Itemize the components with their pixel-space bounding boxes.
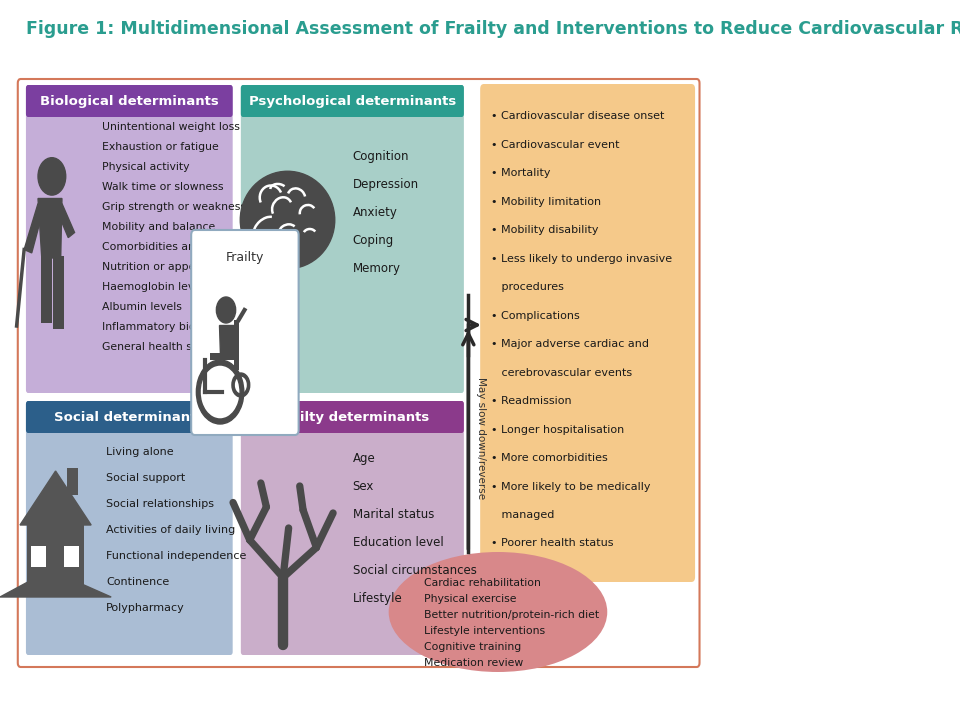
Text: • Mobility limitation: • Mobility limitation: [492, 197, 601, 207]
FancyBboxPatch shape: [64, 546, 79, 567]
Text: • Longer hospitalisation: • Longer hospitalisation: [492, 425, 625, 434]
FancyBboxPatch shape: [27, 525, 84, 597]
Text: General health status: General health status: [103, 342, 220, 352]
Text: procedures: procedures: [492, 282, 564, 292]
Text: • More comorbidities: • More comorbidities: [492, 453, 608, 463]
Text: Walk time or slowness: Walk time or slowness: [103, 182, 224, 192]
Text: Social determinants: Social determinants: [54, 410, 204, 423]
Text: • Complications: • Complications: [492, 310, 580, 320]
Text: • Major adverse cardiac and: • Major adverse cardiac and: [492, 339, 649, 349]
Text: Continence: Continence: [106, 577, 169, 587]
Text: Comorbidities and deficits: Comorbidities and deficits: [103, 242, 245, 252]
Text: • Mobility disability: • Mobility disability: [492, 225, 599, 235]
FancyBboxPatch shape: [26, 85, 232, 393]
FancyBboxPatch shape: [209, 353, 235, 360]
Text: Social circumstances: Social circumstances: [352, 564, 476, 577]
FancyBboxPatch shape: [40, 255, 52, 323]
Text: Social support: Social support: [106, 473, 185, 483]
FancyBboxPatch shape: [26, 401, 232, 433]
Text: Frailty: Frailty: [226, 251, 264, 264]
Text: Marital status: Marital status: [352, 508, 434, 521]
Text: Sex: Sex: [352, 480, 374, 493]
Text: Physical exercise: Physical exercise: [424, 594, 516, 604]
Text: Cardiac rehabilitation: Cardiac rehabilitation: [424, 578, 540, 588]
Text: Psychological determinants: Psychological determinants: [249, 94, 456, 107]
Text: Coping: Coping: [352, 234, 394, 247]
Polygon shape: [0, 570, 111, 597]
FancyBboxPatch shape: [26, 401, 232, 655]
Polygon shape: [57, 204, 75, 238]
Text: Activities of daily living: Activities of daily living: [106, 525, 235, 535]
Text: cerebrovascular events: cerebrovascular events: [492, 367, 633, 377]
Text: Cognition: Cognition: [352, 150, 409, 163]
FancyBboxPatch shape: [241, 85, 464, 393]
Polygon shape: [219, 325, 235, 355]
Text: Education level: Education level: [352, 536, 444, 549]
FancyBboxPatch shape: [53, 256, 64, 330]
FancyBboxPatch shape: [243, 101, 462, 114]
Text: Better nutrition/protein-rich diet: Better nutrition/protein-rich diet: [424, 610, 599, 620]
FancyBboxPatch shape: [31, 546, 45, 567]
Text: • More likely to be medically: • More likely to be medically: [492, 482, 651, 492]
Text: • Mortality: • Mortality: [492, 168, 551, 178]
Text: • Less likely to undergo invasive: • Less likely to undergo invasive: [492, 253, 672, 264]
FancyBboxPatch shape: [234, 320, 239, 370]
Text: Anxiety: Anxiety: [352, 206, 397, 219]
Text: managed: managed: [492, 510, 555, 520]
Text: Lifestyle: Lifestyle: [352, 592, 402, 605]
Text: May slow down/reverse: May slow down/reverse: [476, 377, 486, 500]
Text: • Cardiovascular event: • Cardiovascular event: [492, 140, 620, 150]
FancyBboxPatch shape: [18, 79, 700, 667]
Text: Lifestyle interventions: Lifestyle interventions: [424, 626, 545, 636]
Text: Physical activity: Physical activity: [103, 162, 190, 172]
Polygon shape: [20, 471, 91, 525]
Text: • Cardiovascular disease onset: • Cardiovascular disease onset: [492, 111, 664, 121]
Text: • Readmission: • Readmission: [492, 396, 572, 406]
Text: • Poorer health status: • Poorer health status: [492, 539, 613, 549]
Text: Functional independence: Functional independence: [106, 551, 247, 561]
Text: Exhaustion or fatigue: Exhaustion or fatigue: [103, 142, 219, 152]
Text: Frailty determinants: Frailty determinants: [276, 410, 429, 423]
FancyBboxPatch shape: [241, 401, 464, 655]
Text: Figure 1: Multidimensional Assessment of Frailty and Interventions to Reduce Car: Figure 1: Multidimensional Assessment of…: [26, 20, 960, 38]
Text: Biological determinants: Biological determinants: [40, 94, 219, 107]
FancyBboxPatch shape: [26, 85, 232, 117]
FancyBboxPatch shape: [480, 84, 695, 582]
Text: Cognitive training: Cognitive training: [424, 642, 521, 652]
Polygon shape: [24, 204, 43, 253]
Ellipse shape: [389, 552, 608, 672]
Text: Depression: Depression: [352, 178, 419, 191]
FancyBboxPatch shape: [28, 417, 230, 430]
FancyBboxPatch shape: [191, 230, 299, 435]
Circle shape: [38, 158, 65, 195]
Text: Medication review: Medication review: [424, 658, 523, 668]
Text: Social relationships: Social relationships: [106, 499, 214, 509]
Text: Age: Age: [352, 452, 375, 465]
Text: Grip strength or weakness: Grip strength or weakness: [103, 202, 247, 212]
Text: Mobility and balance: Mobility and balance: [103, 222, 215, 232]
Text: Haemoglobin levels: Haemoglobin levels: [103, 282, 210, 292]
Text: Living alone: Living alone: [106, 447, 174, 457]
FancyBboxPatch shape: [243, 417, 462, 430]
Polygon shape: [38, 199, 62, 258]
Text: Nutrition or appetite: Nutrition or appetite: [103, 262, 214, 272]
Text: Inflammatory biomarkers: Inflammatory biomarkers: [103, 322, 241, 332]
Ellipse shape: [240, 171, 335, 269]
FancyBboxPatch shape: [28, 101, 230, 114]
Text: Unintentional weight loss: Unintentional weight loss: [103, 122, 240, 132]
Circle shape: [216, 297, 235, 323]
Text: Memory: Memory: [352, 262, 400, 275]
Text: Polypharmacy: Polypharmacy: [106, 603, 184, 613]
FancyBboxPatch shape: [241, 85, 464, 117]
Text: Albumin levels: Albumin levels: [103, 302, 182, 312]
FancyBboxPatch shape: [66, 468, 78, 495]
FancyBboxPatch shape: [241, 401, 464, 433]
